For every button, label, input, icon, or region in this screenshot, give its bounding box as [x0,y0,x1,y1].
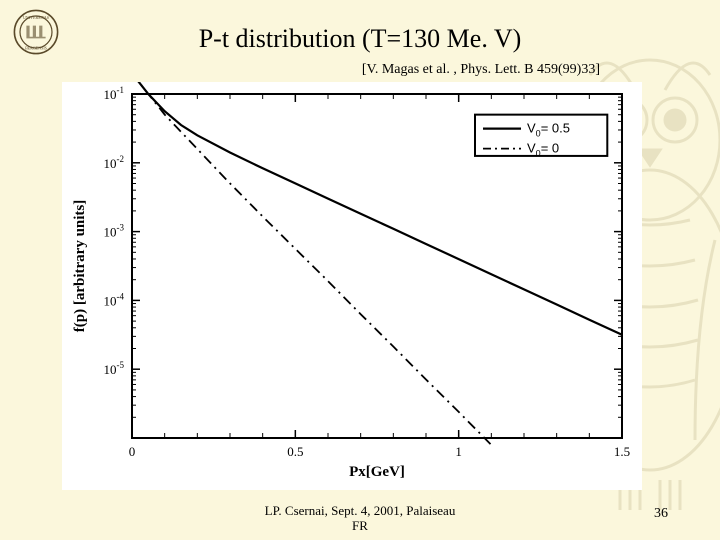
footer-line2: FR [0,519,720,534]
svg-text:0.5: 0.5 [287,444,303,459]
svg-text:f(p) [arbitrary units]: f(p) [arbitrary units] [72,200,88,332]
page-number: 36 [654,506,668,522]
svg-text:1.5: 1.5 [614,444,630,459]
footer-credit: LP. Csernai, Sept. 4, 2001, Palaiseau FR [0,504,720,534]
svg-text:1: 1 [455,444,462,459]
svg-text:0: 0 [129,444,136,459]
slide-title: P-t distribution (T=130 Me. V) [0,24,720,54]
citation: [V. Magas et al. , Phys. Lett. B 459(99)… [362,62,600,78]
pt-distribution-chart: 00.511.510-110-210-310-410-5Px[GeV]f(p) … [62,82,642,490]
footer-line1: LP. Csernai, Sept. 4, 2001, Palaiseau [0,504,720,519]
svg-text:Px[GeV]: Px[GeV] [349,464,405,480]
svg-text:UNIVERSITAS: UNIVERSITAS [23,15,49,20]
